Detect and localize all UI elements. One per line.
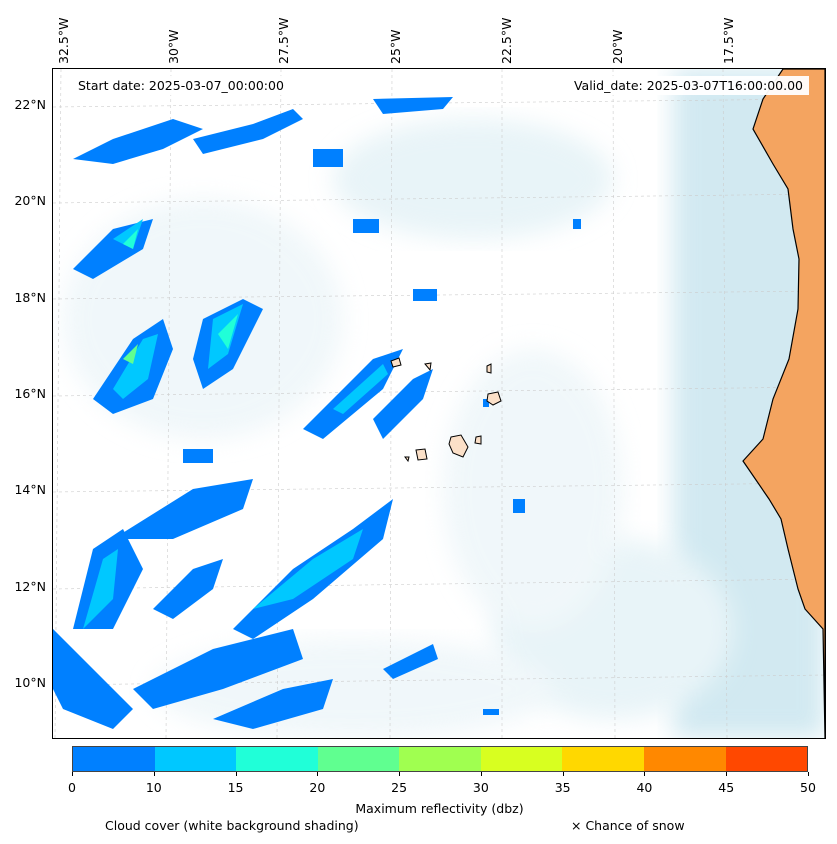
colorbar-tick-mark [399, 772, 401, 776]
colorbar-segment [480, 747, 563, 771]
cloud-cover-legend: Cloud cover (white background shading) [105, 818, 359, 833]
reflectivity-bands [53, 97, 581, 729]
longitude-label: 20°W [610, 29, 625, 64]
snow-chance-legend: × Chance of snow [571, 818, 685, 833]
cloud-cover-shading [63, 69, 825, 738]
colorbar-tick-label: 0 [68, 780, 76, 795]
longitude-label: 25°W [388, 29, 403, 64]
colorbar-segment [725, 747, 808, 771]
colorbar-tick-mark [72, 772, 73, 776]
colorbar-segment [317, 747, 400, 771]
colorbar-tick-mark [562, 772, 564, 776]
colorbar-tick-label: 15 [227, 780, 244, 795]
colorbar-tick-mark [317, 772, 319, 776]
latitude-label: 10°N [14, 675, 46, 690]
latitude-label: 20°N [14, 193, 46, 208]
longitude-label: 32.5°W [56, 17, 71, 64]
colorbar-tick-label: 25 [391, 780, 408, 795]
reflectivity-map [53, 69, 825, 738]
colorbar-tick-mark [726, 772, 728, 776]
latitude-label: 18°N [14, 290, 46, 305]
colorbar-label: Maximum reflectivity (dbz) [355, 801, 524, 816]
longitude-label: 17.5°W [721, 17, 736, 64]
colorbar-tick-mark [235, 772, 237, 776]
colorbar-segment [236, 747, 318, 771]
colorbar-segment [73, 747, 155, 771]
colorbar-tick-label: 30 [472, 780, 489, 795]
longitude-label: 30°W [166, 29, 181, 64]
latitude-label: 14°N [14, 482, 46, 497]
latitude-label: 12°N [14, 579, 46, 594]
colorbar-tick-label: 40 [636, 780, 653, 795]
colorbar-tick-label: 20 [309, 780, 326, 795]
colorbar-segment [562, 747, 644, 771]
cape-verde-islands [390, 357, 502, 463]
africa-landmass [742, 69, 825, 738]
colorbar-segment [399, 747, 481, 771]
colorbar-segment [643, 747, 726, 771]
longitude-label: 22.5°W [499, 17, 514, 64]
colorbar-tick-label: 35 [554, 780, 571, 795]
colorbar-tick-label: 45 [718, 780, 735, 795]
latitude-label: 22°N [14, 97, 46, 112]
start-date-label: Start date: 2025-03-07_00:00:00 [72, 76, 290, 95]
colorbar-tick-mark [644, 772, 646, 776]
colorbar-tick-mark [153, 772, 155, 776]
longitude-label: 27.5°W [276, 17, 291, 64]
colorbar-tick-mark [480, 772, 482, 776]
latitude-label: 16°N [14, 386, 46, 401]
map-panel [52, 68, 826, 739]
valid-date-label: Valid_date: 2025-03-07T16:00:00.00 [567, 76, 809, 95]
colorbar-tick-mark [808, 772, 809, 776]
reflectivity-colorbar [72, 746, 808, 772]
colorbar-tick-label: 10 [145, 780, 162, 795]
colorbar-tick-label: 50 [800, 780, 816, 795]
colorbar-segment [154, 747, 237, 771]
